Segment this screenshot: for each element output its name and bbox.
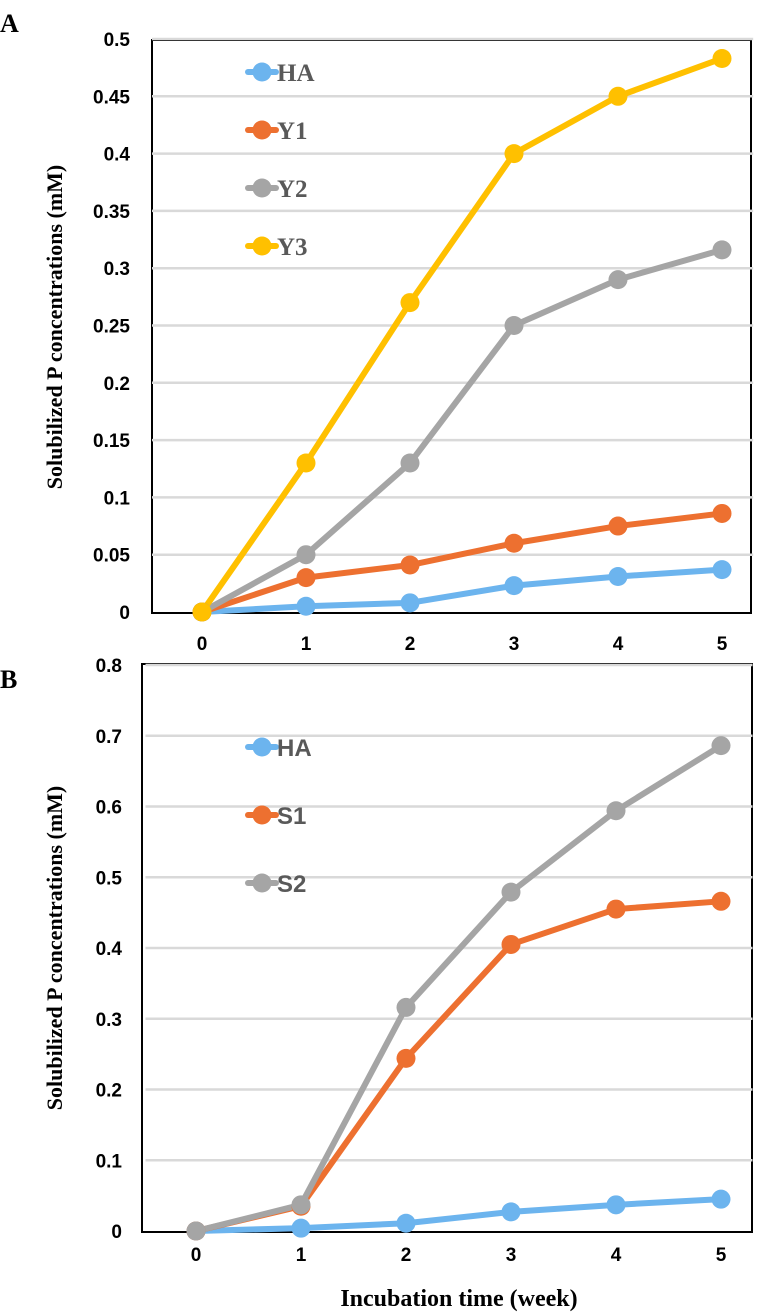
data-point-a-y3	[400, 293, 420, 313]
data-point-a-y2	[712, 240, 732, 260]
x-tick-label-b: 3	[506, 1245, 517, 1266]
x-axis-label-b: Incubation time (week)	[340, 1286, 577, 1312]
data-point-a-y3	[192, 602, 212, 622]
legend-label-ha: HA	[277, 735, 312, 762]
data-point-a-y2	[504, 316, 524, 335]
legend-swatch-marker	[252, 873, 272, 893]
plot-area-b: 0 0.1 0.2 0.3 0.4 0.5 0.6 0.7 0.8 0 1 2 3 4 5 HA S1 S2	[96, 656, 753, 1266]
data-point-a-ha	[296, 596, 316, 616]
y-tick-label-b: 0.5	[96, 868, 123, 889]
panel-letter-b: B	[0, 665, 17, 694]
y-tick-label-a: 0.1	[104, 488, 131, 509]
data-point-b-ha	[606, 1195, 626, 1215]
y-tick-label-a: 0.2	[104, 374, 130, 395]
y-tick-label-b: 0.8	[96, 656, 122, 677]
data-point-a-y3	[712, 48, 732, 68]
data-point-b-s2	[606, 801, 626, 821]
y-tick-label-a: 0.5	[104, 30, 131, 51]
x-tick-label-a: 1	[301, 634, 312, 655]
x-tick-label-a: 2	[405, 634, 416, 655]
legend-label-y1: Y1	[277, 118, 308, 145]
legend-label-s2: S2	[277, 871, 306, 898]
x-tick-label-a: 0	[197, 634, 208, 655]
y-axis-label-a: Solubilized P concentrations (mM)	[42, 165, 67, 489]
data-point-b-ha	[711, 1189, 731, 1209]
data-point-a-y2	[608, 270, 628, 290]
y-tick-label-a: 0.45	[93, 87, 130, 108]
y-tick-label-b: 0.7	[96, 727, 122, 748]
y-tick-label-a: 0.05	[93, 546, 130, 567]
data-point-b-s2	[186, 1221, 206, 1241]
data-point-a-y1	[608, 516, 628, 536]
y-tick-label-b: 0.1	[96, 1151, 123, 1172]
y-tick-label-a: 0.4	[104, 145, 131, 166]
series-line-b-s2	[193, 742, 724, 1234]
legend-label-s1: S1	[277, 803, 306, 830]
data-point-a-ha	[712, 560, 732, 580]
legend-label-ha: HA	[277, 60, 315, 87]
data-point-a-y2	[400, 453, 420, 473]
y-tick-label-a: 0	[119, 603, 130, 624]
x-tick-label-a: 4	[613, 634, 624, 655]
x-tick-label-a: 5	[717, 634, 728, 655]
y-tick-label-b: 0.2	[96, 1081, 122, 1102]
data-point-a-y3	[504, 144, 524, 164]
data-point-a-y2	[296, 545, 316, 565]
x-tick-label-b: 0	[191, 1245, 202, 1266]
y-tick-label-b: 0.4	[96, 939, 123, 960]
data-point-a-y1	[712, 503, 732, 523]
y-tick-label-b: 0.6	[96, 798, 122, 819]
series-line-b-ha	[193, 1196, 724, 1234]
data-point-b-ha	[291, 1218, 311, 1238]
x-tick-label-b: 1	[296, 1245, 307, 1266]
data-point-b-s1	[606, 899, 626, 919]
data-point-a-y3	[608, 86, 628, 106]
legend-swatch-marker	[252, 737, 272, 757]
series-line-a-y1	[199, 510, 725, 615]
data-point-b-ha	[396, 1213, 416, 1233]
data-point-a-y1	[296, 568, 316, 588]
legend-swatch-marker	[252, 178, 272, 198]
y-tick-label-a: 0.15	[93, 431, 130, 452]
y-tick-label-a: 0.35	[93, 202, 130, 223]
plot-area-a: 0 0.05 0.1 0.15 0.2 0.25 0.3 0.35 0.4 0.45 0.5 0 1 2 3…	[93, 30, 754, 655]
data-point-b-s2	[291, 1195, 311, 1215]
data-point-b-s1	[501, 934, 521, 954]
series-line-a-y3	[199, 55, 725, 615]
data-point-b-s2	[711, 736, 731, 756]
y-tick-label-b: 0	[111, 1222, 122, 1243]
x-tick-label-b: 5	[716, 1245, 727, 1266]
data-point-a-ha	[400, 593, 420, 613]
data-point-a-y3	[296, 453, 316, 473]
legend-label-y2: Y2	[277, 176, 308, 203]
data-point-b-s1	[711, 891, 731, 911]
data-point-a-y1	[400, 555, 420, 575]
legend-swatch-marker	[252, 120, 272, 140]
legend-swatch-marker	[252, 62, 272, 82]
data-point-a-ha	[608, 566, 628, 586]
data-point-b-s2	[501, 882, 521, 902]
data-point-b-s2	[396, 997, 416, 1017]
data-point-a-y1	[504, 533, 524, 553]
y-tick-label-b: 0.3	[96, 1010, 122, 1031]
legend-swatch-marker	[252, 805, 272, 825]
data-point-a-ha	[504, 576, 524, 596]
y-axis-label-b: Solubilized P concentrations (mM)	[42, 786, 67, 1110]
legend-label-y3: Y3	[277, 234, 308, 261]
data-point-b-s1	[396, 1048, 416, 1068]
x-tick-label-b: 2	[401, 1245, 412, 1266]
legend-swatch-marker	[252, 236, 272, 256]
y-tick-label-a: 0.25	[93, 317, 130, 338]
x-tick-label-b: 4	[611, 1245, 622, 1266]
x-tick-label-a: 3	[509, 634, 520, 655]
series-line-a-y2	[199, 246, 725, 615]
y-tick-label-a: 0.3	[104, 259, 130, 280]
data-point-b-ha	[501, 1202, 521, 1222]
panel-letter-a: A	[0, 9, 19, 38]
series-line-a-ha	[199, 566, 725, 615]
